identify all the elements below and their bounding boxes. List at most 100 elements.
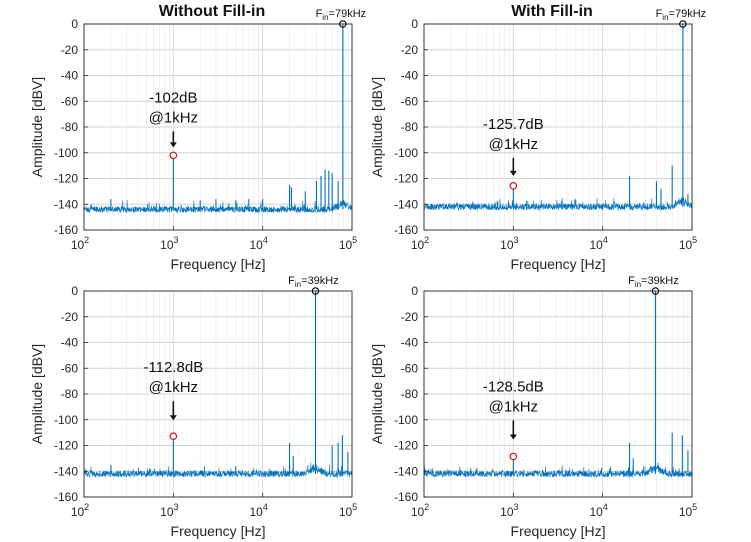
x-tick-exponent: 5 [692,235,697,245]
annotation-arrow-head [169,142,177,148]
y-tick-label: -120 [394,172,418,186]
y-tick-label: -100 [394,413,418,427]
y-tick-label: 0 [411,17,418,31]
y-tick-label: -60 [61,94,79,108]
y-tick-label: -100 [54,413,78,427]
y-tick-label: -120 [54,439,78,453]
y-axis-label: Amplitude [dBV] [29,344,45,444]
signal-marker [311,287,320,295]
y-tick-label: -40 [401,336,419,350]
annotation-arrow-head [509,434,517,440]
y-tick-label: -20 [401,310,419,324]
spur-annotation-freq: @1kHz [489,136,538,153]
signal-marker [679,20,687,28]
panel-title: Without Fill-in [159,3,265,20]
x-axis-label: Frequency [Hz] [511,523,606,539]
x-tick-exponent: 3 [174,235,179,245]
y-tick-label: -120 [394,439,418,453]
y-tick-label: -40 [401,69,419,83]
x-tick-label: 103 [160,235,178,252]
y-tick-label: -160 [54,223,78,237]
x-tick-exponent: 5 [692,502,697,512]
y-tick-label: -160 [394,490,418,504]
x-tick-label: 105 [679,235,697,252]
y-tick-label: 0 [71,284,78,298]
x-tick-exponent: 5 [352,235,357,245]
y-tick-label: -40 [61,336,79,350]
x-tick-base: 10 [589,238,603,252]
x-tick-exponent: 3 [514,235,519,245]
x-tick-label: 102 [411,502,429,519]
x-tick-exponent: 3 [514,502,519,512]
fin-label: Fin=39kHz [628,275,679,289]
spur-annotation-freq: @1kHz [149,109,198,126]
signal-marker [339,20,347,28]
spur-annotation-level: -112.8dB [143,359,203,376]
y-tick-label: -60 [61,361,79,375]
y-tick-label: -80 [401,387,419,401]
x-tick-label: 103 [500,235,518,252]
spur-marker [169,151,178,160]
y-tick-label: -80 [61,387,79,401]
x-axis-label: Frequency [Hz] [511,256,606,272]
x-tick-label: 102 [71,235,89,252]
y-tick-label: -140 [394,197,418,211]
fin-label: Fin=79kHz [316,8,367,22]
fin-label-rest: =79kHz [669,8,707,20]
y-tick-label: -60 [401,94,419,108]
fin-label-rest: =79kHz [329,8,367,20]
x-tick-label: 103 [160,502,178,519]
x-tick-label: 104 [249,502,267,519]
y-tick-label: -100 [394,146,418,160]
fin-label-sub: in [662,13,668,22]
noise-trace [83,199,353,214]
x-tick-label: 102 [411,235,429,252]
x-tick-exponent: 3 [174,502,179,512]
x-tick-base: 10 [589,505,603,519]
x-tick-base: 10 [339,238,353,252]
fin-label-main: F [656,8,663,20]
y-tick-label: -140 [54,464,78,478]
fin-label-rest: =39kHz [301,275,339,287]
x-tick-label: 103 [500,502,518,519]
noise-trace [423,462,693,478]
x-tick-base: 10 [339,505,353,519]
y-tick-label: -20 [61,43,79,57]
x-tick-label: 104 [589,502,607,519]
y-tick-label: -80 [61,120,79,134]
x-tick-exponent: 2 [84,502,89,512]
x-tick-base: 10 [249,238,263,252]
y-tick-label: -40 [61,69,79,83]
x-tick-exponent: 4 [263,235,268,245]
x-tick-label: 102 [71,502,89,519]
y-tick-label: 0 [411,284,418,298]
y-tick-label: -120 [54,172,78,186]
x-tick-base: 10 [249,505,263,519]
y-axis-label: Amplitude [dBV] [369,344,385,444]
x-tick-exponent: 2 [84,235,89,245]
x-tick-base: 10 [411,505,425,519]
annotation-arrow-head [509,170,517,176]
x-tick-base: 10 [71,238,85,252]
x-axis-label: Frequency [Hz] [171,523,266,539]
x-axis-label: Frequency [Hz] [171,256,266,272]
fin-label: Fin=39kHz [288,275,339,289]
fin-label-sub: in [322,13,328,22]
signal-marker [651,287,660,295]
spur-annotation-level: -128.5dB [483,378,544,395]
x-tick-base: 10 [500,505,514,519]
fin-label: Fin=79kHz [656,8,707,22]
y-tick-label: -60 [401,361,419,375]
spur-marker [509,182,518,190]
y-axis-label: Amplitude [dBV] [369,77,385,177]
spur-marker [169,432,178,440]
x-tick-exponent: 4 [603,235,608,245]
fin-label-main: F [316,8,323,20]
fin-label-main: F [628,275,635,287]
y-axis-label: Amplitude [dBV] [29,77,45,177]
x-tick-base: 10 [160,238,174,252]
x-tick-base: 10 [679,505,693,519]
panel-title: With Fill-in [511,3,593,20]
